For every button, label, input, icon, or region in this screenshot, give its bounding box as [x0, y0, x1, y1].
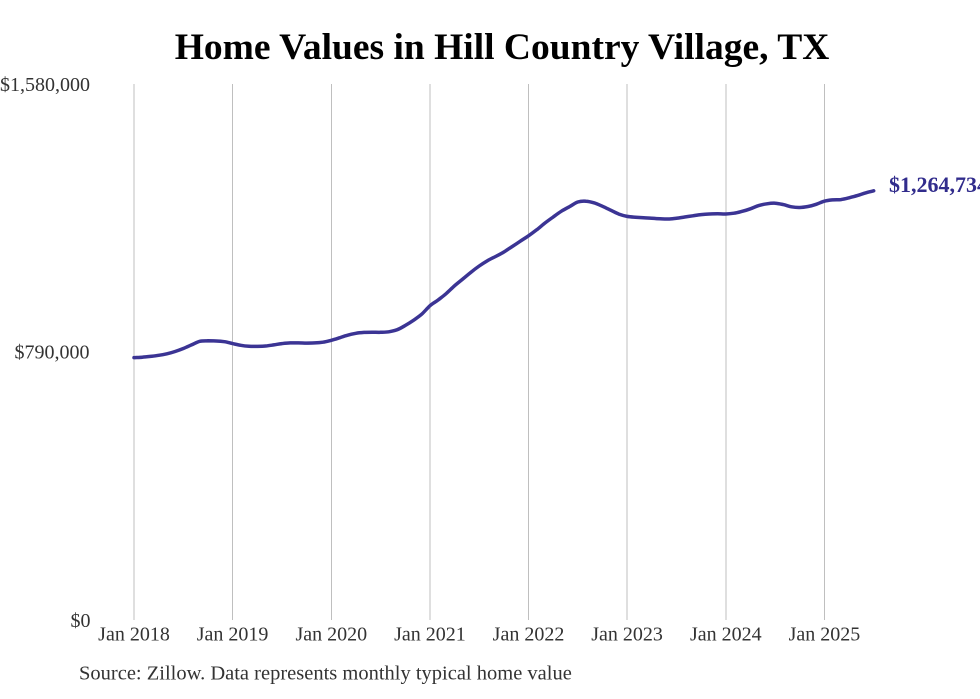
- svg-text:Home Values in Hill Country Vi: Home Values in Hill Country Village, TX: [175, 27, 830, 68]
- svg-text:Jan 2019: Jan 2019: [197, 624, 269, 646]
- svg-text:Jan 2020: Jan 2020: [295, 624, 367, 646]
- svg-text:Jan 2024: Jan 2024: [690, 624, 762, 646]
- svg-text:Source: Zillow. Data represent: Source: Zillow. Data represents monthly …: [79, 663, 572, 685]
- svg-text:Jan 2018: Jan 2018: [98, 624, 170, 646]
- svg-text:Jan 2023: Jan 2023: [591, 624, 663, 646]
- svg-text:$790,000: $790,000: [15, 342, 90, 364]
- svg-text:$1,580,000: $1,580,000: [0, 74, 90, 96]
- svg-text:Jan 2025: Jan 2025: [789, 624, 861, 646]
- svg-text:$1,264,734: $1,264,734: [889, 172, 980, 197]
- svg-text:Jan 2021: Jan 2021: [394, 624, 466, 646]
- svg-text:$0: $0: [71, 610, 91, 632]
- svg-text:Jan 2022: Jan 2022: [493, 624, 565, 646]
